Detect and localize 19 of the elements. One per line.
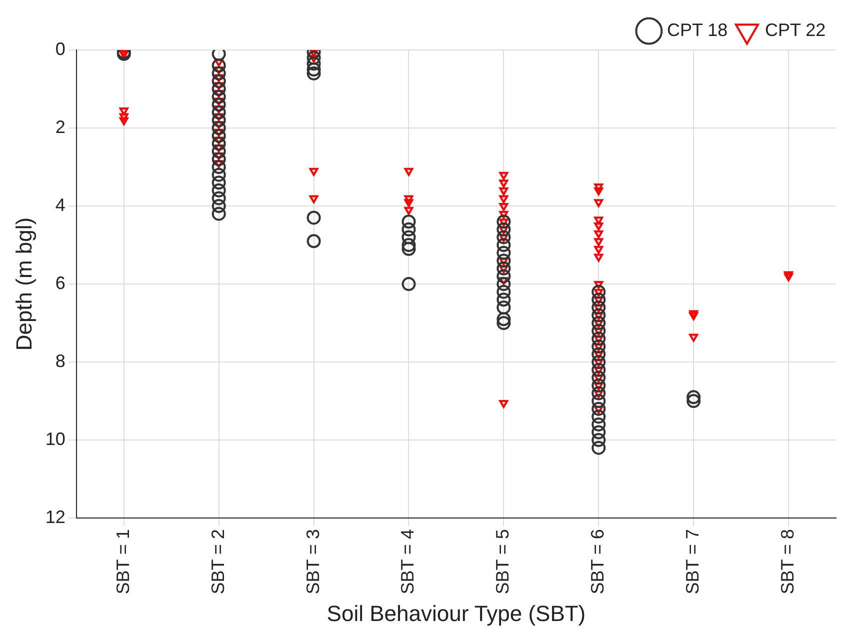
legend-label: CPT 18 [666,20,728,40]
x-tick-label: SBT = 5 [492,529,513,594]
x-axis-title: Soil Behaviour Type (SBT) [326,600,586,626]
x-tick-label: SBT = 1 [112,529,133,594]
y-tick-label: 12 [45,507,66,528]
x-tick-label: SBT = 2 [208,529,228,594]
y-tick-label: 0 [55,38,66,59]
x-tick-label: SBT = 6 [588,529,608,594]
x-tick-label: SBT = 4 [398,529,418,594]
legend-label: CPT 22 [764,20,826,40]
x-tick-label: SBT = 3 [302,529,323,594]
x-tick-label: SBT = 7 [682,529,703,594]
y-tick-label: 8 [55,351,66,372]
y-tick-label: 10 [45,429,66,450]
y-tick-label: 6 [55,273,66,294]
y-tick-label: 2 [55,116,66,137]
y-tick-label: 4 [55,194,66,215]
y-axis-title: Depth (m bgl) [11,217,36,351]
x-tick-label: SBT = 8 [777,529,798,594]
